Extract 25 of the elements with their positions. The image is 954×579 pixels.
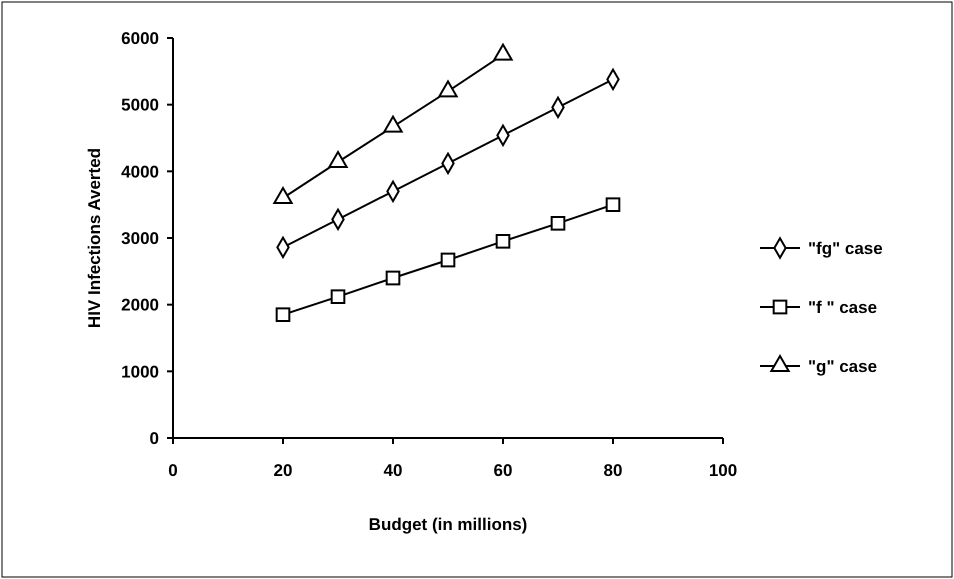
y-tick-label: 1000 — [121, 362, 159, 382]
y-tick-label: 4000 — [121, 162, 159, 182]
legend-label: "fg" case — [808, 238, 883, 258]
y-tick-label: 6000 — [121, 28, 159, 48]
point — [550, 216, 566, 231]
y-tick-label: 3000 — [121, 228, 159, 248]
point — [386, 270, 400, 286]
point — [440, 252, 456, 268]
x-tick-label: 80 — [604, 461, 622, 480]
legend-label: "g" case — [808, 356, 878, 376]
y-tick-label: 0 — [150, 428, 159, 448]
y-tick-label: 5000 — [121, 96, 159, 115]
x-axis-title: Budget (in millions) — [368, 515, 528, 534]
y-tick-label: 2000 — [121, 296, 159, 315]
point — [496, 234, 510, 249]
x-tick-label: 60 — [494, 461, 512, 480]
point — [276, 307, 290, 322]
x-tick-label: 0 — [168, 461, 178, 480]
x-tick-label: 20 — [274, 461, 292, 480]
x-tick-label: 40 — [384, 461, 402, 480]
y-axis-title: HIV Infections Averted — [85, 148, 104, 328]
legend-label: "f " case — [808, 298, 878, 317]
point — [330, 289, 346, 304]
x-tick-label: 100 — [708, 461, 738, 480]
point — [606, 197, 620, 212]
